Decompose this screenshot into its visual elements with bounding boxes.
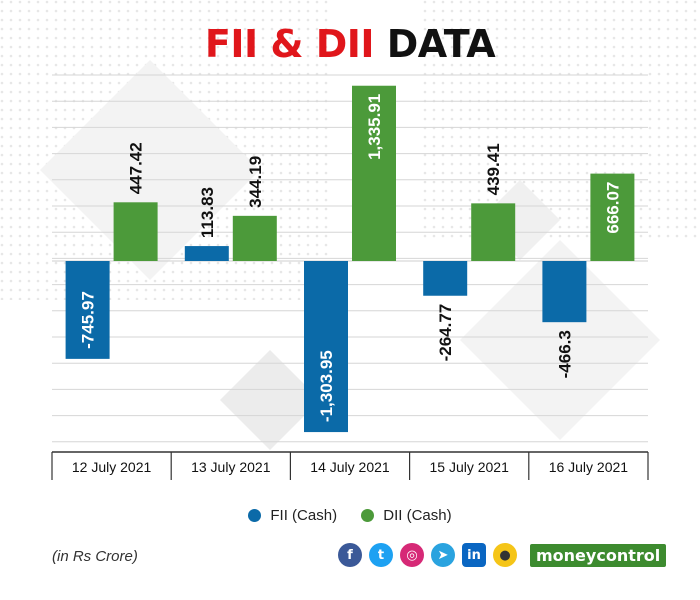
- koo-icon[interactable]: ●: [493, 543, 517, 567]
- dii-value-label: 344.19: [246, 156, 265, 208]
- dii-bar: [352, 85, 396, 261]
- x-tick-label: 13 July 2021: [191, 459, 271, 475]
- fii-bar: [304, 261, 348, 433]
- title-part-1: FII & DII: [204, 22, 375, 66]
- dii-bar: [471, 203, 516, 261]
- dii-value-label: 666.07: [603, 182, 622, 234]
- social-bar: f t ◎ ➤ in ● moneycontrol: [338, 543, 667, 567]
- dii-value-label: 1,335.91: [365, 94, 384, 160]
- x-tick-label: 12 July 2021: [72, 459, 152, 475]
- x-tick-label: 14 July 2021: [310, 459, 390, 475]
- dii-bar: [113, 202, 158, 261]
- page-title: FII & DII DATA: [0, 22, 700, 66]
- legend-item-fii: FII (Cash): [248, 507, 337, 524]
- fii-bar: [542, 261, 587, 323]
- legend: FII (Cash) DII (Cash): [0, 507, 700, 526]
- legend-item-dii: DII (Cash): [361, 507, 452, 524]
- twitter-icon[interactable]: t: [369, 543, 393, 567]
- x-tick-label: 15 July 2021: [429, 459, 509, 475]
- legend-swatch-fii: [248, 509, 262, 522]
- fii-value-label: 113.83: [198, 187, 217, 238]
- fii-value-label: -264.77: [436, 304, 455, 362]
- fii-value-label: -1,303.95: [317, 350, 336, 422]
- fii-bar: [184, 246, 229, 261]
- fii-bar: [65, 261, 110, 359]
- title-part-2: DATA: [386, 22, 496, 66]
- linkedin-icon[interactable]: in: [462, 543, 486, 567]
- x-tick-label: 16 July 2021: [549, 459, 629, 475]
- dii-bar: [590, 173, 635, 261]
- instagram-icon[interactable]: ◎: [400, 543, 424, 567]
- brand-logo: moneycontrol: [530, 543, 667, 567]
- dii-value-label: 447.42: [127, 142, 146, 194]
- telegram-icon[interactable]: ➤: [431, 543, 455, 567]
- dii-value-label: 439.41: [484, 143, 503, 195]
- unit-footnote: (in Rs Crore): [52, 548, 138, 565]
- legend-swatch-dii: [361, 509, 375, 522]
- facebook-icon[interactable]: f: [338, 543, 362, 567]
- fii-bar: [423, 261, 468, 296]
- fii-value-label: -745.97: [79, 291, 98, 349]
- dii-bar: [232, 215, 277, 261]
- legend-label-fii: FII (Cash): [270, 507, 338, 524]
- bar-chart: -745.97 447.42 113.83 344.19 -1,303.95 1,335.…: [51, 74, 649, 480]
- legend-label-dii: DII (Cash): [383, 507, 452, 524]
- fii-value-label: -466.3: [555, 330, 574, 378]
